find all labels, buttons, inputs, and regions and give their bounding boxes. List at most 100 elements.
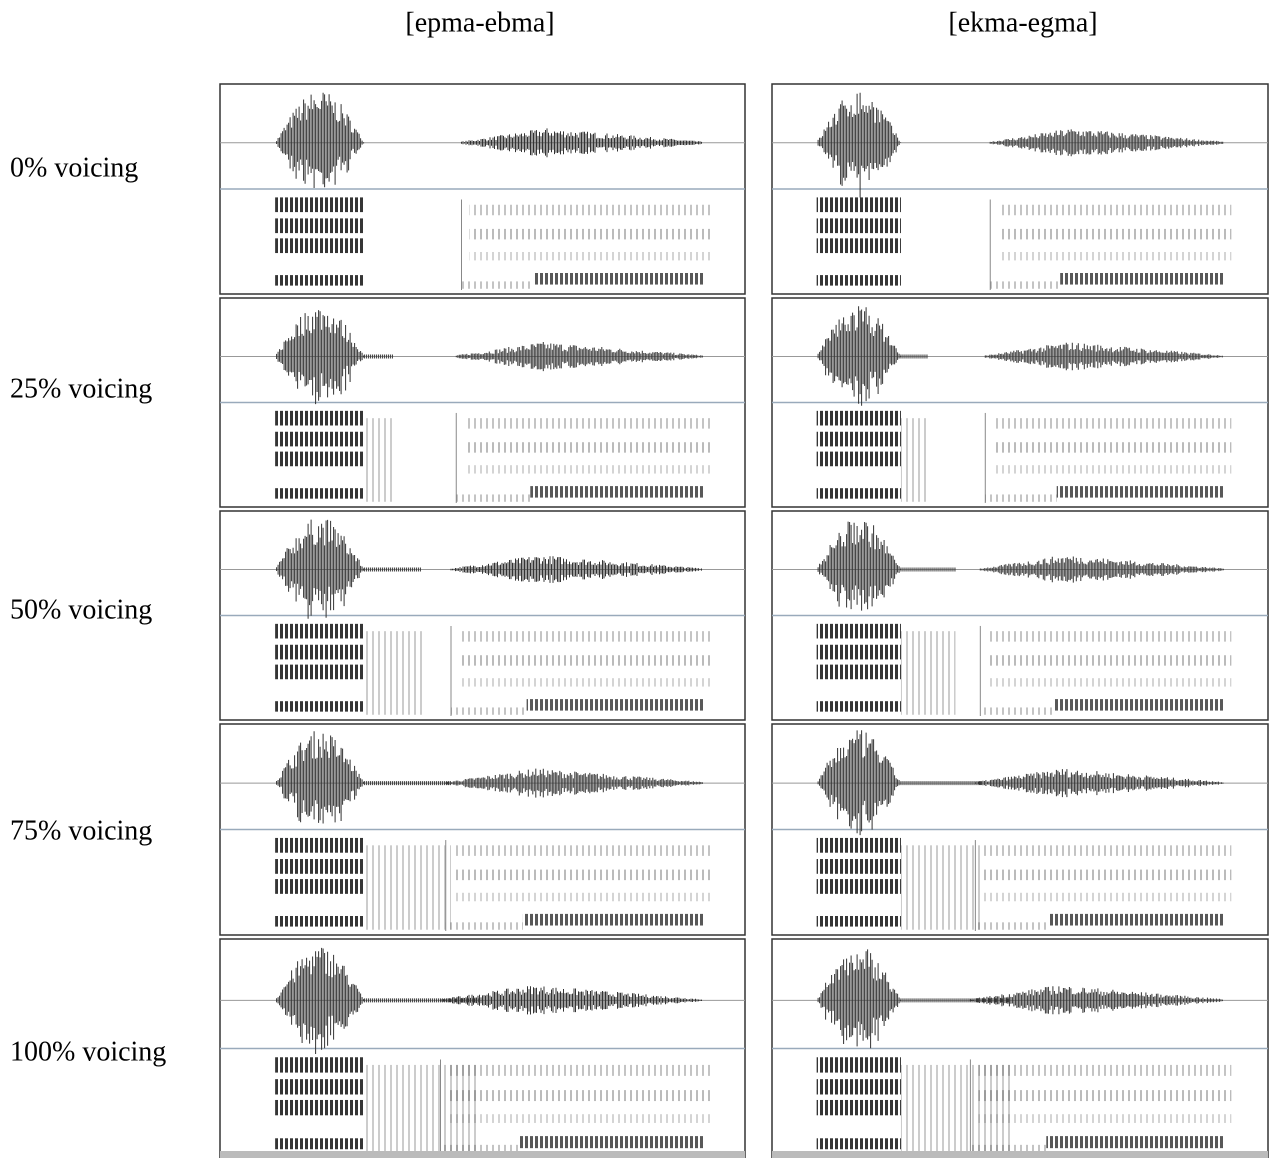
formant-band	[446, 922, 523, 929]
voicing-bar	[901, 1065, 1010, 1153]
formant-band	[449, 1065, 712, 1076]
formant-band	[983, 870, 1231, 881]
formant-band	[817, 1138, 901, 1149]
formant-band	[449, 1090, 712, 1101]
formant-band	[998, 252, 1231, 260]
spectrogram-panel	[772, 939, 1268, 1158]
formant-band	[817, 624, 901, 639]
formant-band	[817, 879, 901, 894]
formant-band	[275, 488, 364, 498]
formant-band	[275, 238, 364, 253]
formant-band	[988, 631, 1231, 641]
formant-band	[817, 1079, 901, 1094]
formant-band	[1053, 699, 1223, 710]
formant-band	[990, 281, 1060, 288]
spectrogram-panel	[772, 298, 1268, 507]
formant-band	[1050, 914, 1224, 926]
formant-band	[527, 699, 703, 710]
formant-band	[275, 838, 364, 853]
voicing-bar	[901, 631, 956, 715]
row-label: 50% voicing	[10, 594, 152, 625]
formant-band	[1057, 486, 1224, 497]
formant-band	[275, 916, 364, 927]
formant-band	[817, 916, 901, 927]
voicing-bar	[901, 845, 983, 929]
formant-band	[451, 707, 527, 714]
formant-band	[464, 418, 711, 428]
spectrogram-panel	[220, 939, 745, 1158]
formant-band	[275, 624, 364, 639]
column-header: [ekma-egma]	[948, 7, 1097, 38]
formant-band	[470, 205, 712, 216]
formant-band	[462, 281, 534, 288]
row-label: 75% voicing	[10, 815, 152, 846]
spectrogram-panel	[220, 511, 745, 720]
formant-band	[998, 229, 1231, 240]
formant-band	[975, 922, 1049, 929]
page: [epma-ebma] [ekma-egma] 0% voicing 25% v…	[0, 0, 1270, 1158]
formant-band	[988, 655, 1231, 665]
formant-band	[817, 859, 901, 874]
figure: [epma-ebma] [ekma-egma] 0% voicing 25% v…	[0, 0, 1270, 1158]
spectrogram-panel	[220, 298, 745, 507]
voicing-bar	[364, 418, 393, 502]
formant-band	[275, 665, 364, 680]
formant-band	[978, 1090, 1231, 1101]
formant-band	[275, 218, 364, 233]
formant-band	[519, 1136, 703, 1148]
formant-band	[817, 275, 901, 286]
spectrogram-panel	[220, 84, 745, 294]
formant-band	[817, 197, 901, 212]
formant-band	[275, 452, 364, 467]
formant-band	[817, 645, 901, 660]
formant-band	[978, 1065, 1231, 1076]
formant-band	[1060, 273, 1223, 285]
formant-band	[449, 1114, 712, 1123]
formant-band	[454, 870, 711, 881]
formant-band	[985, 494, 1056, 501]
formant-band	[275, 197, 364, 212]
formant-band	[275, 275, 364, 286]
formant-band	[470, 252, 712, 260]
formant-band	[459, 631, 711, 641]
formant-band	[983, 845, 1231, 856]
formant-band	[530, 486, 703, 497]
spectrogram-panel	[772, 84, 1268, 294]
formant-band	[983, 893, 1231, 901]
formant-band	[817, 838, 901, 853]
formant-band	[993, 465, 1231, 473]
formant-band	[464, 442, 711, 452]
formant-band	[988, 678, 1231, 686]
formant-band	[817, 452, 901, 467]
formant-band	[275, 411, 364, 426]
formant-band	[817, 701, 901, 711]
voicing-bar	[901, 418, 928, 502]
formant-band	[275, 1079, 364, 1094]
voicing-bar	[364, 1065, 480, 1153]
formant-band	[275, 1138, 364, 1149]
formant-band	[275, 645, 364, 660]
formant-band	[817, 1100, 901, 1115]
status-bar	[772, 1151, 1268, 1158]
formant-band	[817, 411, 901, 426]
voicing-bar	[364, 845, 451, 929]
formant-band	[456, 494, 530, 501]
formant-band	[275, 1100, 364, 1115]
formant-band	[817, 218, 901, 233]
spectrogram-panel	[220, 724, 745, 935]
formant-band	[470, 229, 712, 240]
column-header: [epma-ebma]	[405, 7, 554, 38]
formant-band	[998, 205, 1231, 216]
formant-band	[459, 678, 711, 686]
formant-band	[275, 879, 364, 894]
formant-band	[980, 707, 1053, 714]
formant-band	[817, 238, 901, 253]
formant-band	[275, 1057, 364, 1072]
formant-band	[523, 914, 703, 926]
formant-band	[454, 893, 711, 901]
spectrogram-panel	[772, 511, 1268, 720]
formant-band	[817, 488, 901, 498]
formant-band	[817, 1057, 901, 1072]
row-label: 25% voicing	[10, 373, 152, 404]
formant-band	[1046, 1136, 1223, 1148]
